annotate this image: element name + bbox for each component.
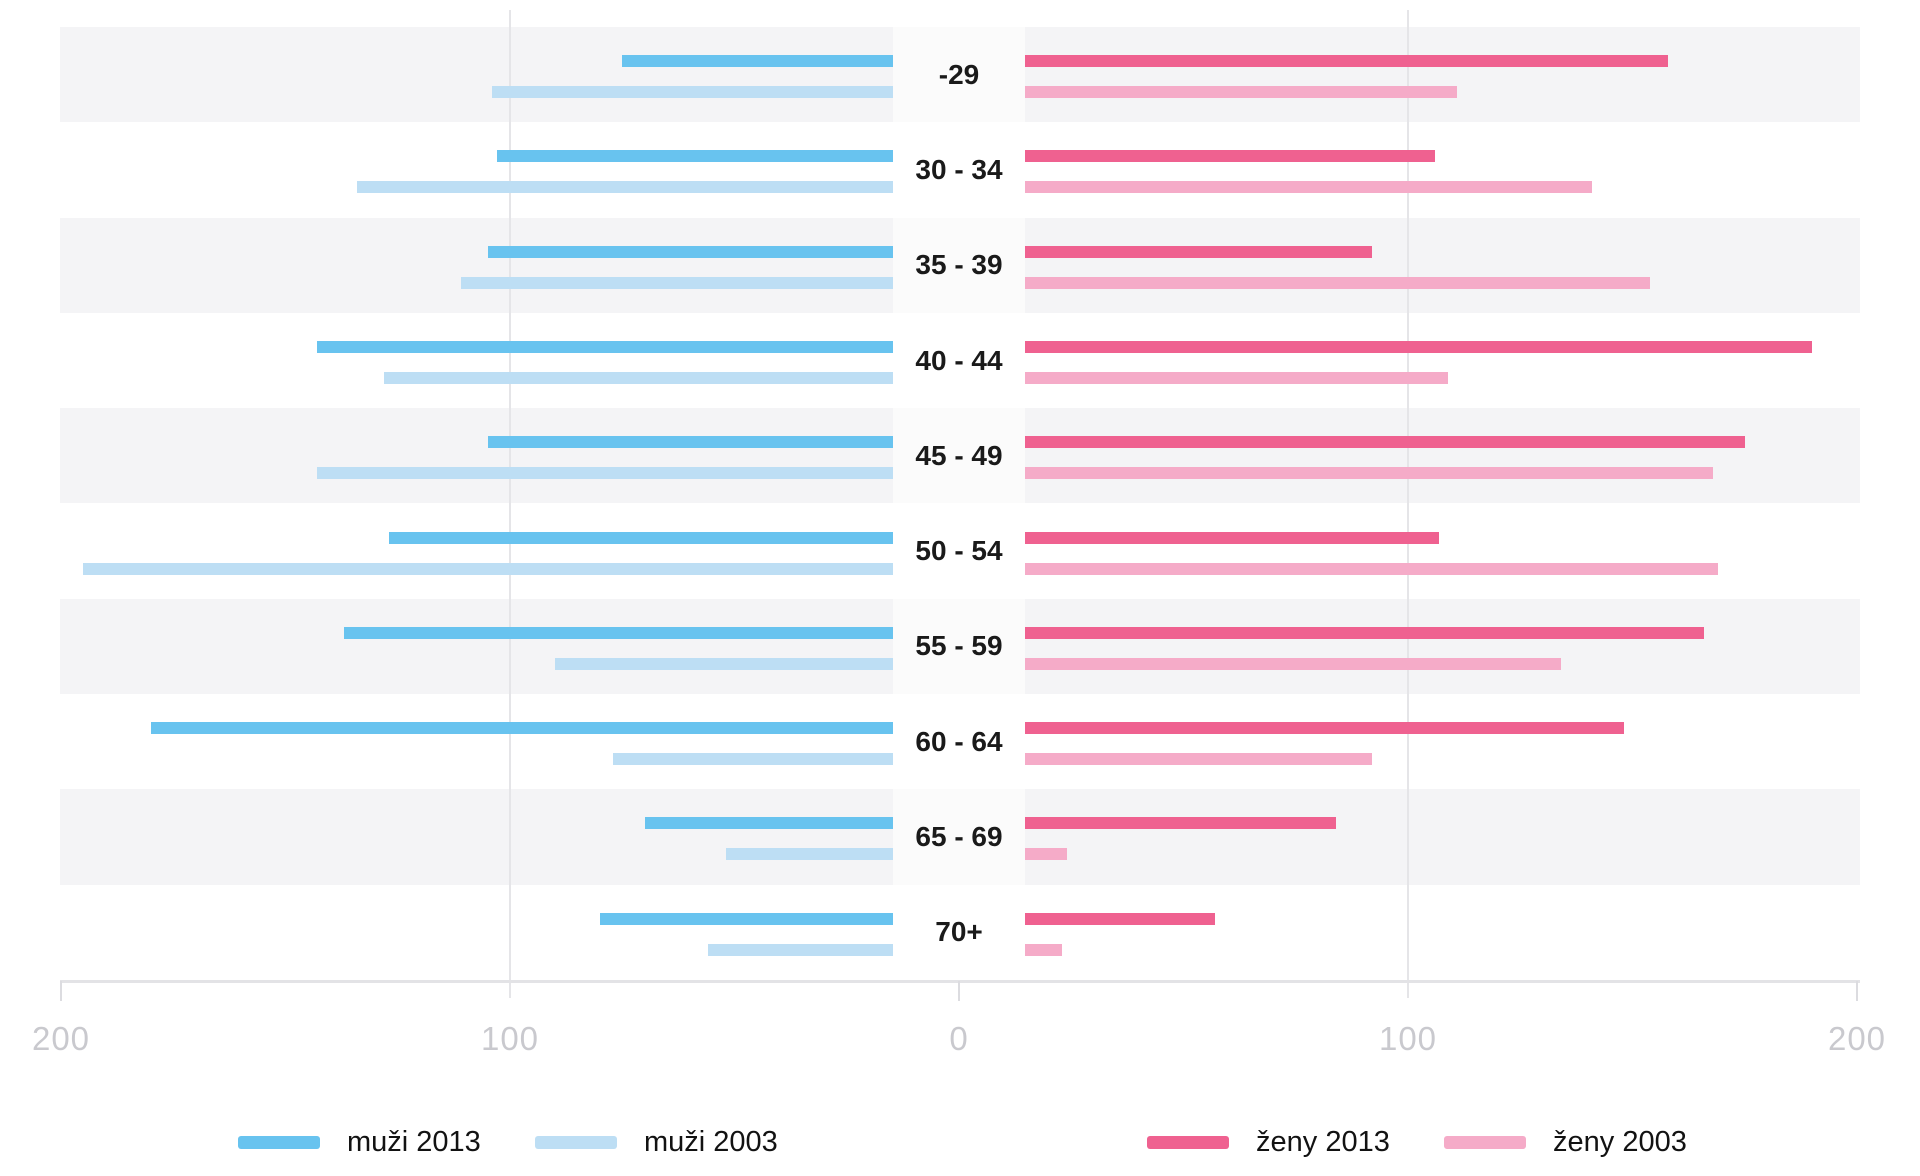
bar-zeny-2003: [1025, 657, 1561, 670]
legend-label-zeny-2013: ženy 2013: [1256, 1125, 1390, 1158]
bar-zeny-2013: [1025, 55, 1669, 67]
legend-label-zeny-2003: ženy 2003: [1553, 1125, 1687, 1158]
legend-item-muzi-2003: muži 2003: [535, 1126, 778, 1158]
bar-zeny-2013: [1025, 150, 1435, 163]
bar-zeny-2013: [1025, 436, 1745, 449]
legend-swatch-muzi-2003: [535, 1135, 617, 1149]
bar-zeny-2013: [1025, 245, 1373, 258]
bar-zeny-2003: [1025, 943, 1063, 956]
legend-label-muzi-2013: muži 2013: [347, 1125, 481, 1158]
age-group-label: -29: [938, 58, 980, 90]
bar-muzi-2003: [554, 657, 893, 670]
bar-zeny-2003: [1025, 371, 1449, 384]
bar-muzi-2003: [492, 86, 893, 98]
gridline-100-right: [1407, 10, 1409, 998]
legend-item-zeny-2013: ženy 2013: [1147, 1126, 1390, 1158]
x-axis-line: [60, 980, 1860, 983]
bar-zeny-2013: [1025, 817, 1337, 830]
x-axis-label-0: 0: [949, 1020, 969, 1057]
center-label-stripe: [893, 27, 1025, 123]
x-axis-label-100-right: 100: [1378, 1020, 1438, 1057]
bar-muzi-2013: [599, 912, 893, 925]
x-axis-label-200-left: 200: [31, 1020, 91, 1057]
age-group-label: 65 - 69: [915, 821, 1003, 853]
bar-zeny-2013: [1025, 626, 1705, 639]
legend-item-muzi-2013: muži 2013: [238, 1126, 481, 1158]
age-group-label: 60 - 64: [915, 725, 1003, 757]
bar-muzi-2013: [644, 817, 893, 830]
bar-zeny-2013: [1025, 340, 1813, 353]
age-group-label: 40 - 44: [915, 344, 1003, 376]
bar-muzi-2013: [622, 55, 893, 67]
bar-muzi-2003: [725, 848, 893, 861]
bar-zeny-2003: [1025, 753, 1373, 766]
bar-zeny-2003: [1025, 848, 1067, 861]
bar-muzi-2013: [487, 245, 893, 258]
legend-item-zeny-2003: ženy 2003: [1444, 1126, 1687, 1158]
bar-muzi-2003: [316, 467, 893, 480]
bar-zeny-2013: [1025, 531, 1440, 544]
bar-muzi-2013: [316, 340, 893, 353]
age-group-label: 30 - 34: [915, 153, 1003, 185]
bar-muzi-2013: [150, 722, 893, 735]
bar-muzi-2003: [613, 753, 893, 766]
bar-zeny-2013: [1025, 722, 1624, 735]
bar-zeny-2003: [1025, 181, 1593, 194]
legend-label-muzi-2003: muži 2003: [644, 1125, 778, 1158]
gridline-100-left: [509, 10, 511, 998]
legend-swatch-zeny-2003: [1444, 1135, 1526, 1149]
bar-zeny-2003: [1025, 562, 1718, 575]
bar-muzi-2003: [460, 276, 893, 289]
center-label-stripe: [893, 408, 1025, 504]
x-axis-tick-200-left: [60, 981, 62, 1001]
x-axis-label-200-right: 200: [1827, 1020, 1887, 1057]
bar-zeny-2013: [1025, 912, 1215, 925]
bar-muzi-2003: [357, 181, 893, 194]
center-label-stripe: [893, 217, 1025, 313]
age-group-label: 45 - 49: [915, 439, 1003, 471]
center-label-stripe: [893, 789, 1025, 885]
legend-swatch-muzi-2013: [238, 1135, 320, 1149]
bar-zeny-2003: [1025, 467, 1714, 480]
bar-muzi-2003: [384, 371, 893, 384]
bar-muzi-2013: [487, 436, 893, 449]
legend-swatch-zeny-2013: [1147, 1135, 1229, 1149]
x-axis-label-100-left: 100: [480, 1020, 540, 1057]
center-label-stripe: [893, 598, 1025, 695]
bar-zeny-2003: [1025, 276, 1651, 289]
age-group-label: 35 - 39: [915, 249, 1003, 281]
age-group-label: 70+: [935, 916, 983, 948]
x-axis-tick-0: [958, 981, 960, 1001]
age-group-label: 50 - 54: [915, 535, 1003, 567]
age-group-label: 55 - 59: [915, 630, 1003, 662]
bar-zeny-2003: [1025, 86, 1458, 98]
bar-muzi-2013: [343, 626, 893, 639]
bar-muzi-2013: [388, 531, 893, 544]
bar-muzi-2013: [496, 150, 893, 163]
x-axis-tick-200-right: [1856, 981, 1858, 1001]
bar-muzi-2003: [707, 943, 893, 956]
bar-muzi-2003: [83, 562, 893, 575]
